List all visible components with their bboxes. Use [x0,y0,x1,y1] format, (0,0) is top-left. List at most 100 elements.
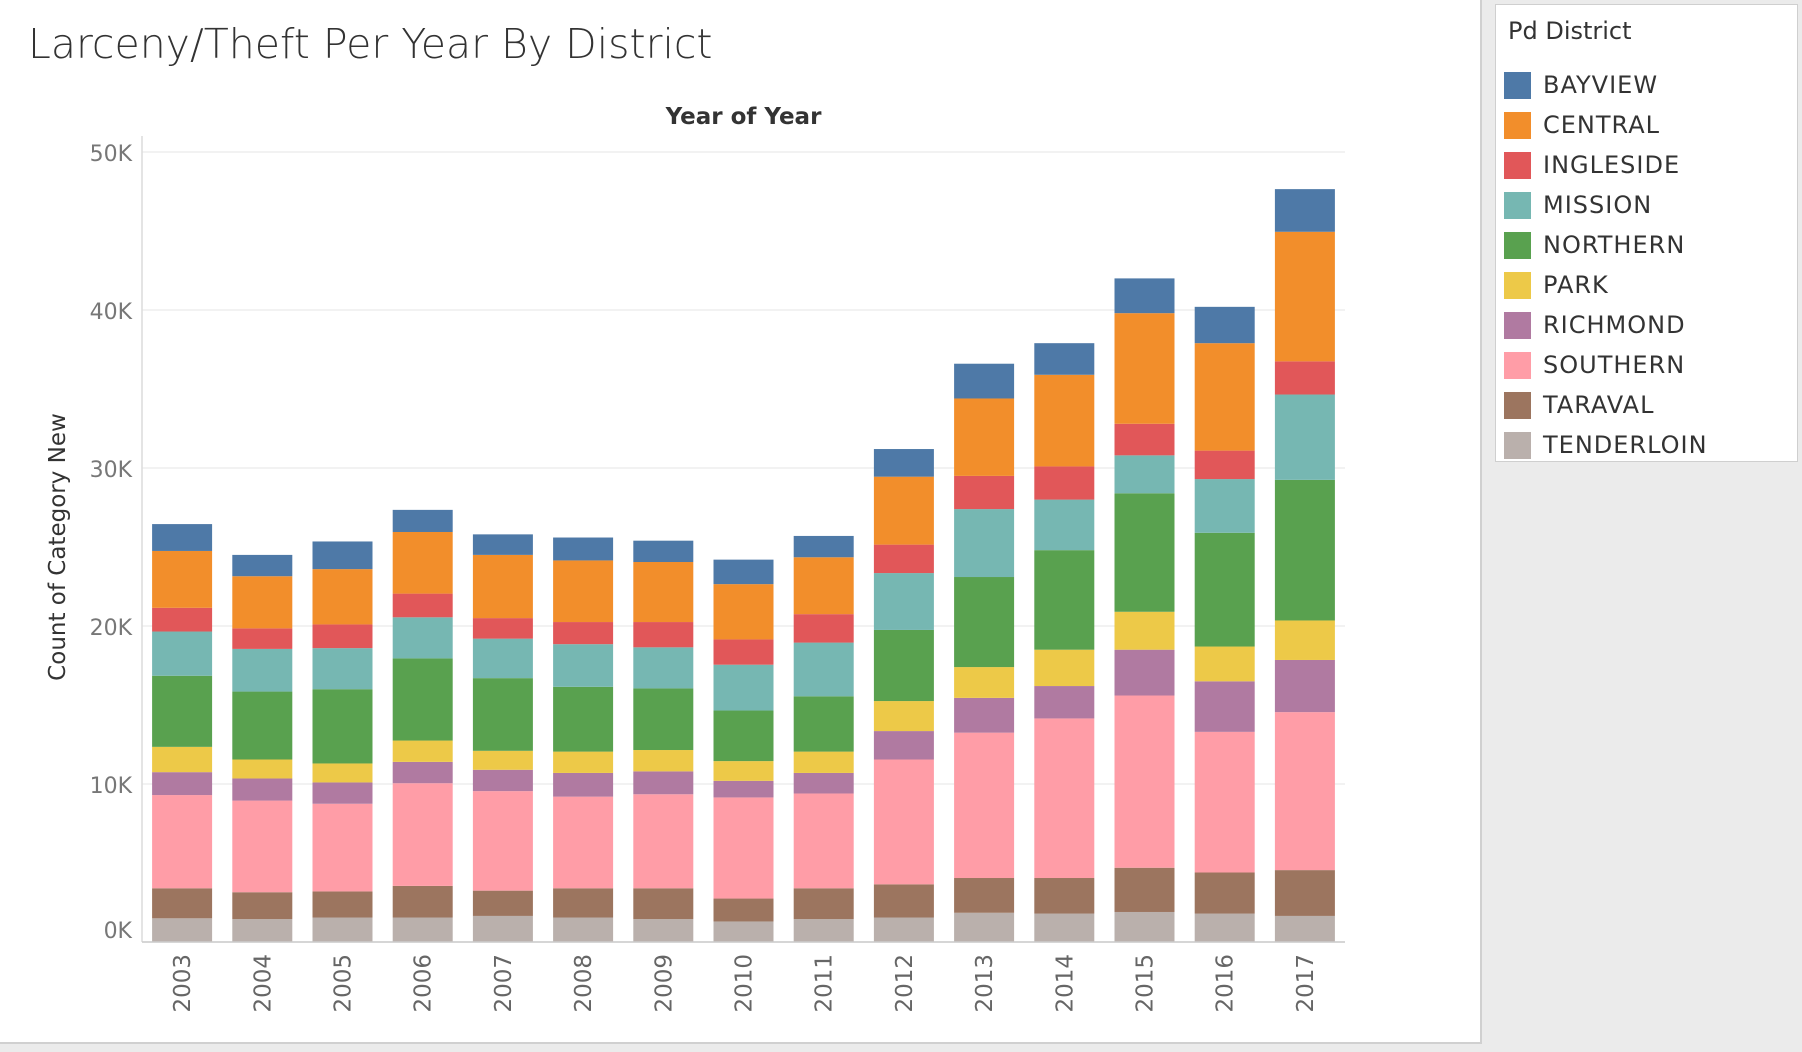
bar-segment-mission-2014 [1034,499,1095,551]
bar-segment-bayview-2003 [152,524,213,551]
bar-segment-bayview-2009 [633,540,694,563]
y-tick-label: 40K [90,300,133,325]
x-tick-label: 2010 [732,954,758,1013]
bar-segment-taraval-2006 [392,885,453,918]
bar-segment-central-2008 [553,560,614,623]
legend-item-tenderloin[interactable]: TENDERLOIN [1504,425,1708,465]
bar-segment-central-2006 [392,531,453,594]
x-tick-label: 2011 [812,954,838,1013]
bar-segment-taraval-2011 [793,888,854,920]
bar-segment-southern-2010 [713,797,774,899]
bar-segment-southern-2008 [553,796,614,889]
x-tick-label: 2009 [651,954,677,1013]
bar-segment-bayview-2015 [1114,278,1175,314]
bar-segment-richmond-2004 [232,778,293,801]
legend-label: BAYVIEW [1543,71,1659,99]
bar-segment-mission-2006 [392,617,453,659]
bar-segment-mission-2017 [1274,394,1335,480]
x-tick-label: 2017 [1293,954,1319,1013]
bar-segment-mission-2012 [873,573,934,630]
y-tick-label: 0K [104,919,133,944]
x-tick-label: 2006 [411,954,437,1013]
bar-segment-tenderloin-2016 [1194,913,1255,942]
bar-segment-taraval-2014 [1034,878,1095,914]
legend-swatch [1504,111,1531,139]
bar-segment-mission-2016 [1194,479,1255,533]
bar-segment-northern-2008 [553,686,614,752]
legend-item-ingleside[interactable]: INGLESIDE [1504,145,1708,185]
bar-segment-southern-2006 [392,783,453,886]
bar-segment-ingleside-2015 [1114,423,1175,456]
bar-segment-central-2017 [1274,231,1335,362]
bar-segment-tenderloin-2004 [232,919,293,942]
bar-segment-central-2009 [633,562,694,623]
bar-segment-northern-2012 [873,629,934,702]
bar-segment-northern-2010 [713,710,774,762]
legend-swatch [1504,391,1531,419]
bar-segment-tenderloin-2014 [1034,913,1095,942]
bar-segment-bayview-2012 [873,449,934,477]
bar-segment-ingleside-2007 [472,618,533,639]
bar-segment-ingleside-2003 [152,607,213,632]
x-tick-label: 2012 [892,954,918,1013]
x-tick-label: 2015 [1133,954,1159,1013]
bar-segment-ingleside-2013 [954,475,1015,510]
legend-item-mission[interactable]: MISSION [1504,185,1708,225]
bar-segment-richmond-2012 [873,731,934,760]
bar-segment-park-2007 [472,750,533,770]
bar-segment-southern-2016 [1194,731,1255,873]
legend-swatch [1504,351,1531,379]
legend-item-taraval[interactable]: TARAVAL [1504,385,1708,425]
bar-segment-ingleside-2016 [1194,450,1255,480]
legend-swatch [1504,311,1531,339]
bar-segment-mission-2008 [553,644,614,687]
chart-panel: Larceny/Theft Per Year By District 0K 10K… [0,0,1482,1044]
bar-segment-southern-2011 [793,793,854,889]
y-tick-label: 20K [90,616,133,641]
bar-segment-southern-2009 [633,794,694,889]
legend-label: INGLESIDE [1543,151,1681,179]
bar-segment-central-2011 [793,557,854,615]
legend-label: RICHMOND [1543,311,1686,339]
legend-item-northern[interactable]: NORTHERN [1504,225,1708,265]
bar-segment-northern-2003 [152,675,213,747]
legend-item-bayview[interactable]: BAYVIEW [1504,65,1708,105]
bar-segment-bayview-2010 [713,559,774,585]
bar-segment-southern-2003 [152,795,213,889]
bar-segment-tenderloin-2008 [553,917,614,942]
bar-segment-mission-2005 [312,648,373,690]
bar-segment-northern-2005 [312,689,373,764]
bar-segment-richmond-2017 [1274,659,1335,713]
bar-segment-park-2012 [873,701,934,732]
bar-segment-tenderloin-2013 [954,912,1015,942]
bar-segment-richmond-2007 [472,769,533,792]
bar-segment-southern-2017 [1274,712,1335,871]
bar-segment-park-2009 [633,750,694,772]
legend-label: SOUTHERN [1543,351,1686,379]
bar-segment-northern-2017 [1274,479,1335,621]
x-tick-label: 2008 [571,954,597,1013]
legend-item-central[interactable]: CENTRAL [1504,105,1708,145]
bar-segment-central-2007 [472,554,533,619]
bar-segment-central-2003 [152,550,213,608]
bar-segment-park-2017 [1274,620,1335,660]
bar-segment-tenderloin-2011 [793,919,854,942]
bar-segment-park-2006 [392,740,453,762]
legend-label: MISSION [1543,191,1653,219]
x-tick-label: 2003 [170,954,196,1013]
bar-segment-taraval-2005 [312,891,373,918]
bar-segment-ingleside-2017 [1274,361,1335,395]
bar-segment-northern-2016 [1194,532,1255,647]
bar-segment-northern-2007 [472,678,533,751]
bar-segment-taraval-2009 [633,888,694,920]
bar-segment-bayview-2007 [472,534,533,555]
bar-segment-southern-2012 [873,759,934,885]
bar-segment-taraval-2003 [152,888,213,919]
legend-item-park[interactable]: PARK [1504,265,1708,305]
bar-segment-richmond-2013 [954,697,1015,733]
bar-segment-park-2004 [232,759,293,779]
bar-segment-richmond-2005 [312,782,373,804]
legend-item-richmond[interactable]: RICHMOND [1504,305,1708,345]
bar-segment-richmond-2015 [1114,649,1175,696]
legend-item-southern[interactable]: SOUTHERN [1504,345,1708,385]
